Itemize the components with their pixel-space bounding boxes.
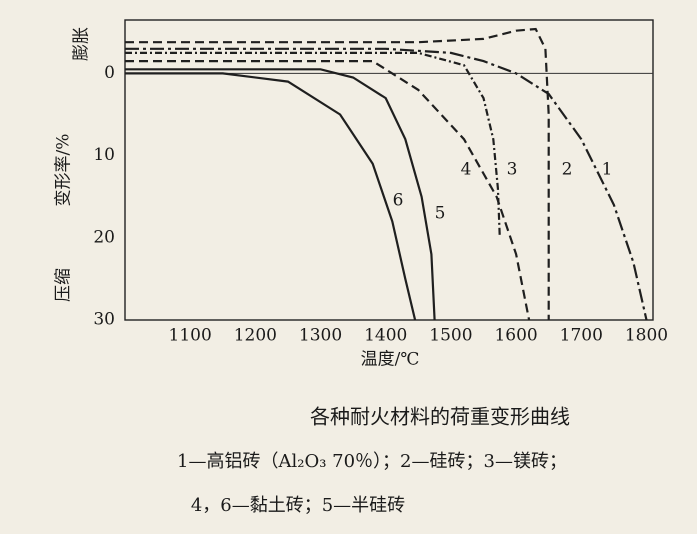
y-tick-label: 10 (93, 145, 115, 165)
x-tick-label: 1100 (169, 326, 212, 346)
series-label: 5 (435, 204, 446, 224)
y-label: 变形率/% (54, 134, 74, 207)
series-label: 1 (602, 160, 613, 180)
y-tick-label: 30 (93, 310, 115, 330)
x-tick-label: 1400 (364, 326, 407, 346)
x-tick-label: 1600 (494, 326, 537, 346)
y-label-bottom: 压缩 (54, 268, 74, 302)
chart-title: 各种耐火材料的荷重变形曲线 (310, 405, 570, 429)
y-tick-label: 20 (93, 227, 115, 247)
series-label: 4 (461, 160, 472, 180)
series-label: 2 (562, 160, 573, 180)
x-tick-label: 1700 (560, 326, 603, 346)
series-line (125, 68, 436, 321)
x-label: 温度/℃ (361, 350, 420, 370)
caption: 4，6—黏土砖；5—半硅砖 (191, 495, 405, 516)
y-label-top: 膨胀 (72, 27, 92, 61)
series-line (125, 60, 531, 321)
x-tick-label: 1800 (625, 326, 668, 346)
x-tick-label: 1300 (299, 326, 342, 346)
x-tick-label: 1500 (429, 326, 472, 346)
y-tick-label: 0 (104, 63, 115, 83)
x-tick-label: 1200 (234, 326, 277, 346)
series-line (125, 51, 501, 238)
caption: 1—高铝砖（Al₂O₃ 70％）；2—硅砖；3—镁砖； (177, 451, 567, 472)
series-line (125, 47, 648, 321)
series-label: 6 (393, 191, 404, 211)
plot-frame (124, 19, 654, 321)
series-label: 3 (507, 160, 518, 180)
series-line (125, 72, 417, 321)
